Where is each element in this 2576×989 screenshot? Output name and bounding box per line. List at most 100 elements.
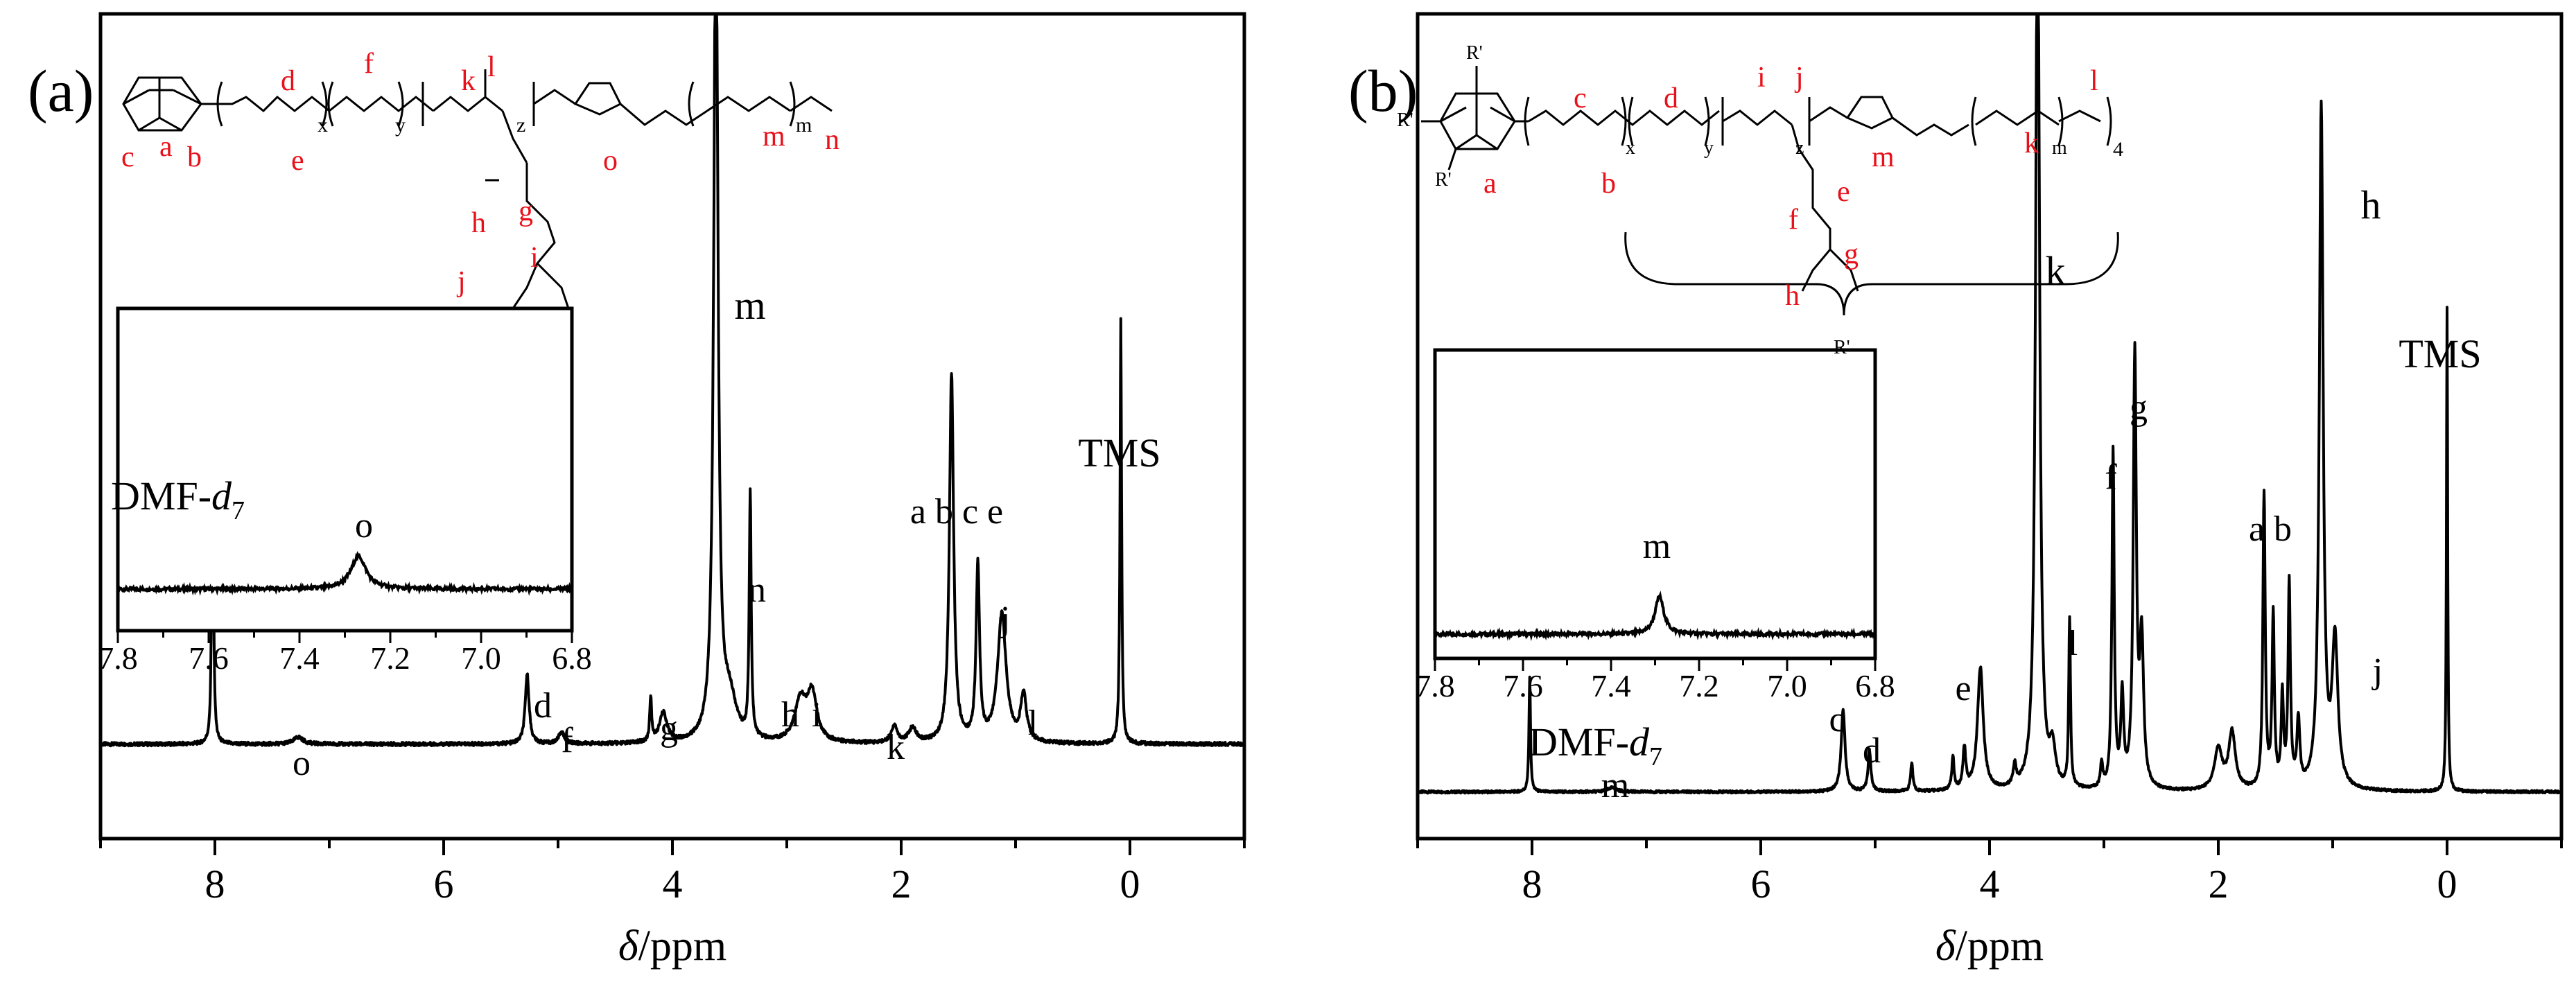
struct-label-h-a: h xyxy=(471,207,486,239)
label-dmf-a: DMF-d7 xyxy=(111,473,245,525)
struct-label-b-b: b xyxy=(1601,168,1616,200)
struct-label-g-b: g xyxy=(1844,238,1859,270)
struct-label-o-a: o xyxy=(603,145,618,177)
x-axis-label-b: δ/ppm xyxy=(1935,922,2044,970)
label-f-a: f xyxy=(561,721,573,760)
panel-b: (b) 8 6 4 2 0 δ/ppm 7.8 7.6 7.4 7.2 7.0 … xyxy=(1348,12,2564,970)
label-g-a: g xyxy=(660,709,678,749)
label-g-b: g xyxy=(2130,388,2148,428)
inset-ticks-a xyxy=(116,631,573,643)
struct-label-d-b: d xyxy=(1664,82,1678,114)
struct-label-i-b: i xyxy=(1757,62,1766,94)
inset-tick-b-1: 7.6 xyxy=(1503,668,1543,703)
label-l-b: l xyxy=(2068,624,2078,663)
label-e-b: e xyxy=(1955,669,1971,708)
label-k-b: k xyxy=(2046,248,2066,293)
struct-label-m-b: m xyxy=(1872,141,1895,173)
label-dmf-b: DMF-d7 xyxy=(1529,719,1662,771)
tick-label-b-8: 8 xyxy=(1522,861,1542,907)
struct-label-d-a: d xyxy=(281,65,295,97)
struct-label-z-b: z xyxy=(1795,137,1804,159)
struct-label-j-a: j xyxy=(456,266,466,298)
label-l-a: l xyxy=(1028,703,1038,743)
x-axis-unit-a: /ppm xyxy=(638,922,726,970)
struct-label-x-a: x xyxy=(317,114,328,137)
struct-label-e-a: e xyxy=(291,145,304,177)
label-abce-a: a b c e xyxy=(910,492,1003,532)
struct-label-r3-b: R' xyxy=(1435,169,1452,191)
struct-label-z-a: z xyxy=(516,114,525,137)
tick-label-b-0: 0 xyxy=(2437,861,2457,907)
struct-label-f-a: f xyxy=(364,48,374,80)
x-ticks-b xyxy=(1416,839,2563,855)
panel-label-a: (a) xyxy=(28,58,94,124)
struct-label-g-a: g xyxy=(519,195,533,227)
inset-tick-a-1: 7.6 xyxy=(189,640,229,676)
x-axis-symbol-a: δ xyxy=(618,922,639,970)
label-j-b: j xyxy=(2372,651,2383,691)
spectrum-line-a xyxy=(99,14,1246,748)
struct-label-c-b: c xyxy=(1574,82,1587,114)
label-k-a: k xyxy=(887,728,905,767)
tick-label-b-6: 6 xyxy=(1751,861,1771,907)
inset-tick-b-5: 6.8 xyxy=(1855,668,1895,703)
spectrum-line-b xyxy=(1416,14,2563,795)
struct-label-msub-b: m xyxy=(2052,137,2067,159)
struct-label-y-b: y xyxy=(1704,137,1714,159)
struct-label-i-a: i xyxy=(530,242,539,274)
adamantane-core-a xyxy=(122,76,202,132)
struct-label-r4-b: R' xyxy=(1834,337,1850,358)
inset-frame-a xyxy=(116,306,574,633)
label-h-a: h xyxy=(781,695,799,735)
tick-label-b-2: 2 xyxy=(2209,861,2229,907)
chemical-structure-a: c a b d e f x y k l z g h i j o m m n xyxy=(121,48,839,309)
label-ab-b: a b xyxy=(2249,509,2292,549)
inset-spectrum-b xyxy=(1434,590,1877,642)
inset-tick-b-4: 7.0 xyxy=(1767,668,1807,703)
label-d-b: d xyxy=(1863,731,1881,771)
struct-label-msub-a: m xyxy=(796,114,812,137)
label-tms-b: TMS xyxy=(2399,331,2481,376)
label-m-a: m xyxy=(734,283,765,328)
struct-label-x-b: x xyxy=(1626,137,1635,159)
inset-tick-a-5: 6.8 xyxy=(552,640,592,676)
struct-label-f-b: f xyxy=(1789,204,1798,236)
struct-label-y-a: y xyxy=(395,114,406,137)
x-ticks-a xyxy=(99,839,1246,855)
chemical-structure-b: R' R' R' R' a b c d x y i j z e f g h m … xyxy=(1397,42,2123,358)
struct-label-j-b: j xyxy=(1794,62,1804,94)
tick-label-b-4: 4 xyxy=(1980,861,2000,907)
panel-label-b: (b) xyxy=(1348,58,1418,124)
struct-label-r1-b: R' xyxy=(1466,42,1483,64)
polymer-chain-a xyxy=(201,69,833,309)
inset-tick-b-0: 7.8 xyxy=(1415,668,1455,703)
struct-label-n-a: n xyxy=(825,124,839,156)
struct-label-r2-b: R' xyxy=(1397,110,1413,131)
label-tms-a: TMS xyxy=(1078,430,1160,475)
x-axis-symbol-b: δ xyxy=(1935,922,1956,970)
label-inset-o-a: o xyxy=(355,506,373,545)
inset-tick-a-3: 7.2 xyxy=(370,640,410,676)
inset-tick-a-0: 7.8 xyxy=(98,640,138,676)
panel-a: (a) 8 6 4 2 0 δ/ppm 7.8 7.6 7.4 7.2 7.0 … xyxy=(28,12,1246,970)
inset-ticks-b xyxy=(1434,658,1877,671)
struct-label-m-a: m xyxy=(763,121,785,152)
struct-label-a-a: a xyxy=(159,131,173,163)
struct-label-l-a: l xyxy=(487,51,496,83)
label-f-b: f xyxy=(2105,457,2117,497)
struct-label-k-b: k xyxy=(2024,128,2039,159)
struct-label-e-b: e xyxy=(1837,176,1850,208)
struct-label-b-a: b xyxy=(187,141,202,173)
tick-label-a-4: 4 xyxy=(663,861,683,907)
tick-label-a-0: 0 xyxy=(1120,861,1140,907)
label-h-b: h xyxy=(2361,182,2381,227)
inset-tick-a-2: 7.4 xyxy=(279,640,320,676)
label-m-low-b: m xyxy=(1601,766,1629,805)
struct-label-c-a: c xyxy=(121,141,134,173)
struct-label-h-b: h xyxy=(1785,280,1800,312)
tick-label-a-8: 8 xyxy=(205,861,225,907)
x-axis-unit-b: /ppm xyxy=(1956,922,2044,970)
inset-tick-a-4: 7.0 xyxy=(461,640,501,676)
label-inset-m-b: m xyxy=(1643,527,1671,566)
adamantane-core-b xyxy=(1421,66,1516,170)
